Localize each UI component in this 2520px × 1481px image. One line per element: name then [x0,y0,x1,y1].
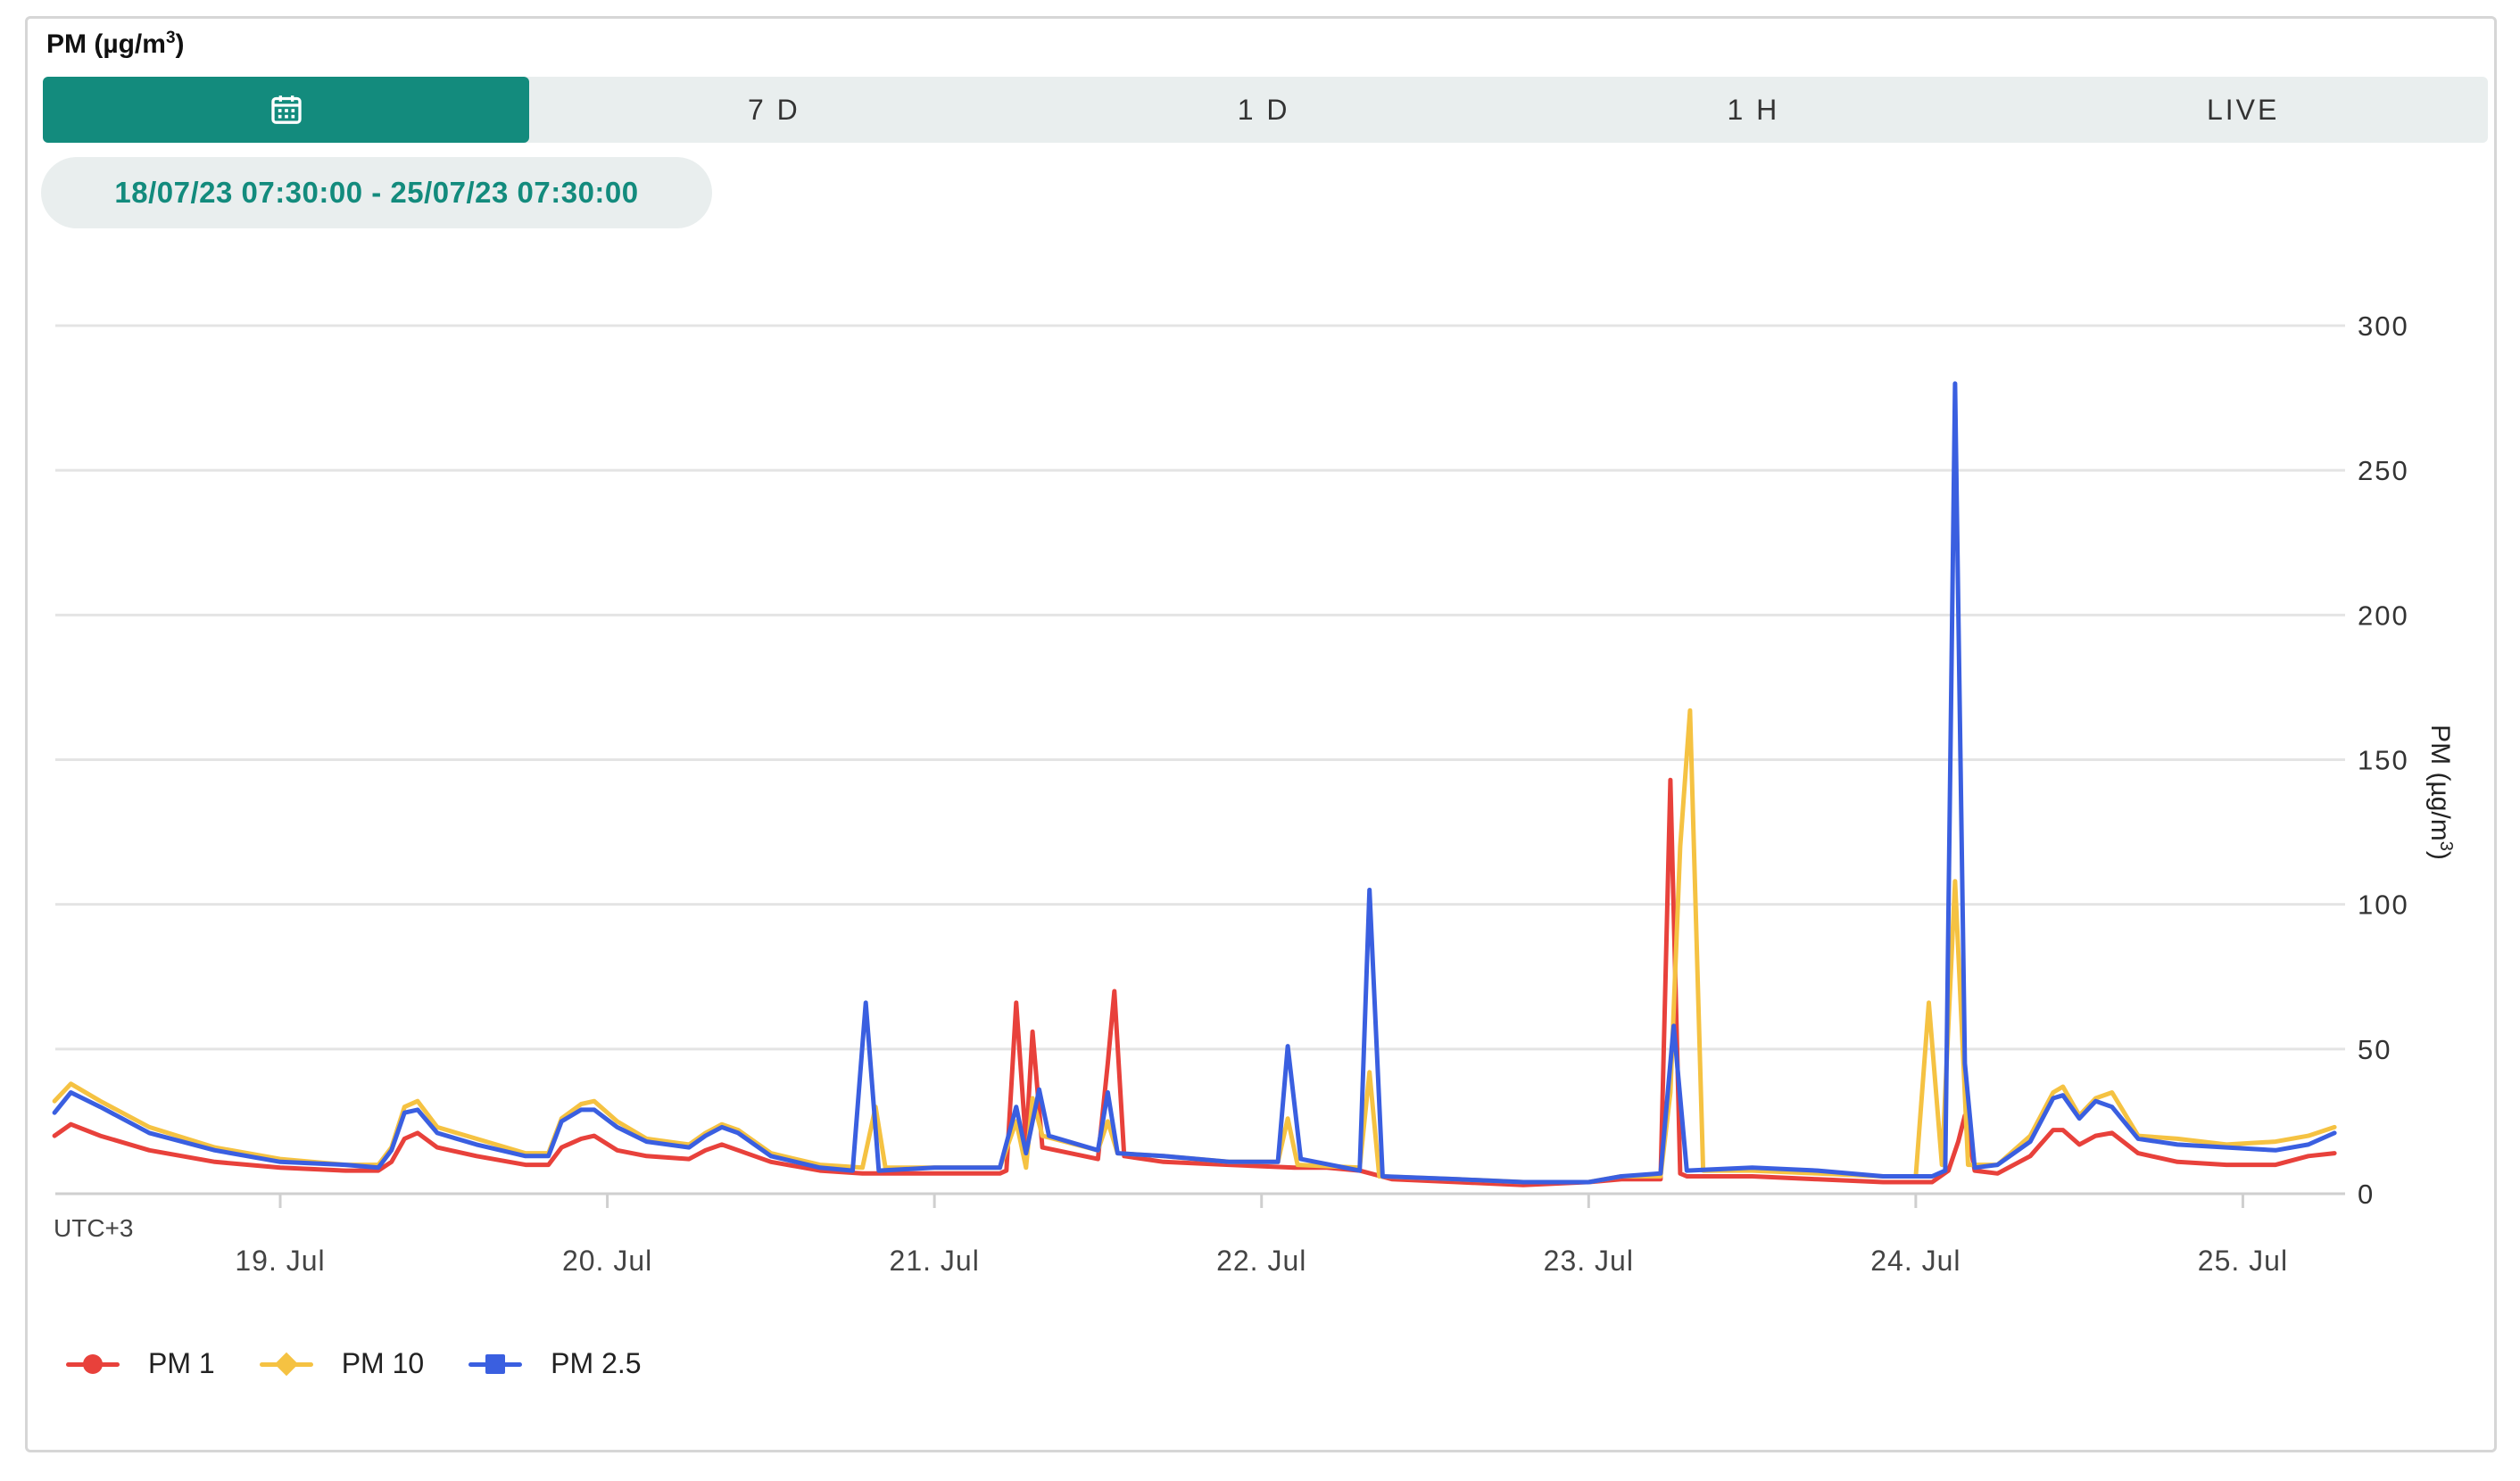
legend-symbol-pm1 [66,1351,120,1378]
legend-item-pm1[interactable]: PM 1 [66,1347,215,1380]
legend-label-pm25: PM 2.5 [551,1347,642,1379]
chart-legend: PM 1 PM 10 PM 2.5 [66,1347,686,1380]
card-title-end: ) [175,29,185,59]
y-tick-label: 300 [2358,310,2409,342]
range-live-button[interactable]: LIVE [2206,93,2280,126]
x-tick-label: 20. Jul [562,1245,652,1277]
legend-symbol-pm10 [259,1351,313,1378]
y-tick-label: 200 [2358,600,2409,631]
date-range-label[interactable]: 18/07/23 07:30:00 - 25/07/23 07:30:00 [41,157,712,228]
range-1h-button[interactable]: 1 H [1727,93,1780,126]
x-tick-label: 22. Jul [1216,1245,1306,1277]
legend-item-pm25[interactable]: PM 2.5 [468,1347,642,1380]
legend-label-pm1: PM 1 [148,1347,215,1379]
custom-range-button[interactable] [43,77,529,143]
x-tick-label: 24. Jul [1870,1245,1960,1277]
y-tick-label: 0 [2358,1179,2375,1210]
card-title: PM (µg/m3) [46,29,185,60]
y-tick-label: 150 [2358,745,2409,776]
y-tick-label: 250 [2358,455,2409,486]
legend-label-pm10: PM 10 [341,1347,425,1379]
range-7d-button[interactable]: 7 D [747,93,800,126]
x-tick-label: 19. Jul [235,1245,325,1277]
x-tick-label: 21. Jul [890,1245,980,1277]
series-line-pm1 [52,777,2337,1187]
y-tick-label: 50 [2358,1034,2392,1065]
x-tick-label: 25. Jul [2198,1245,2288,1277]
chart-card [25,16,2497,1452]
legend-item-pm10[interactable]: PM 10 [259,1347,425,1380]
x-tick-label: 23. Jul [1544,1245,1634,1277]
legend-symbol-pm25 [468,1351,523,1378]
range-1d-button[interactable]: 1 D [1237,93,1290,126]
time-range-selector: 7 D 1 D 1 H LIVE [43,77,2488,143]
series-line-pm10 [52,707,2337,1185]
timezone-label: UTC+3 [54,1214,133,1242]
card-title-sup: 3 [165,29,176,47]
calendar-icon [270,95,302,124]
y-tick-label: 100 [2358,889,2409,921]
series-line-pm25 [52,381,2337,1185]
card-title-text: PM (µg/m [46,29,166,59]
y-axis-title: PM (µg/m3) [2425,724,2456,860]
